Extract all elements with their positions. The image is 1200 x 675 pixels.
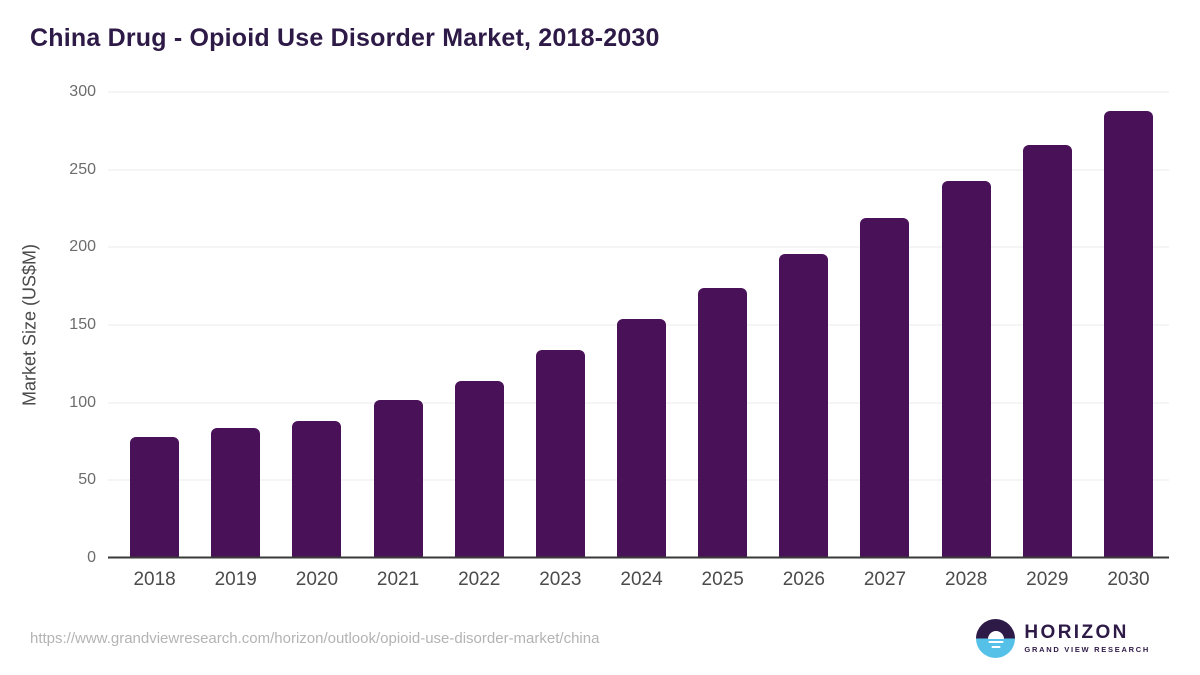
x-tick-label: 2022 [458, 569, 501, 590]
x-tick-label: 2018 [133, 569, 176, 590]
x-label-slot: 2024 [601, 569, 682, 591]
bar-2023[interactable] [535, 349, 585, 558]
x-axis-labels: 2018 2019 2020 2021 2022 2023 2024 2025 2026 2027… [108, 569, 1169, 591]
bar-2022[interactable] [454, 380, 504, 558]
x-label-slot: 2023 [520, 569, 601, 591]
x-tick-label: 2025 [701, 569, 744, 590]
y-tick-label: 100 [69, 393, 96, 411]
plot-area: 0 50 100 150 200 250 300 2018 2019 2020 2021 2022 2… [69, 83, 1169, 590]
x-label-slot: 2029 [1007, 569, 1088, 591]
y-tick-label: 150 [69, 316, 96, 333]
bar-2020[interactable] [292, 421, 342, 558]
bar-slot [1088, 92, 1169, 558]
bar-slot [357, 92, 438, 558]
bar-slot [439, 92, 520, 558]
bar-2025[interactable] [698, 287, 748, 558]
x-tick-label: 2026 [782, 569, 825, 590]
x-tick-label: 2021 [376, 569, 420, 590]
x-tick-label: 2020 [295, 569, 339, 590]
logo-brand-name: HORIZON [1024, 622, 1129, 644]
bar-2026[interactable] [779, 253, 829, 558]
bars-row [108, 92, 1169, 558]
bar-slot [276, 92, 357, 558]
y-tick-label: 0 [87, 549, 96, 566]
x-tick-label: 2027 [863, 569, 907, 590]
bar-slot [844, 92, 925, 558]
x-label-slot: 2020 [276, 569, 357, 591]
bar-slot [195, 92, 276, 558]
bar-slot [520, 92, 601, 558]
bar-2027[interactable] [860, 217, 910, 558]
bar-2028[interactable] [941, 180, 991, 558]
gridline [108, 169, 1169, 171]
x-label-slot: 2021 [357, 569, 438, 591]
x-tick-label: 2030 [1107, 569, 1150, 590]
x-tick-label: 2029 [1026, 569, 1069, 590]
source-url: https://www.grandviewresearch.com/horizo… [30, 630, 600, 647]
x-label-slot: 2022 [439, 569, 520, 591]
y-tick-label: 250 [69, 160, 96, 178]
bar-2019[interactable] [211, 427, 261, 558]
gridline [108, 91, 1169, 93]
gridline [108, 246, 1169, 248]
bar-slot [926, 92, 1007, 558]
x-tick-label: 2024 [620, 569, 663, 590]
x-label-slot: 2019 [195, 569, 276, 591]
y-tick-label: 300 [69, 83, 96, 100]
bar-slot [601, 92, 682, 558]
x-tick-label: 2028 [945, 569, 988, 590]
logo-brand-subtitle: GRAND VIEW RESEARCH [1024, 644, 1150, 654]
x-label-slot: 2018 [114, 569, 195, 591]
x-label-slot: 2028 [926, 569, 1007, 591]
x-label-slot: 2030 [1088, 569, 1169, 591]
water-ripple-icon [991, 646, 1001, 648]
x-axis-line [108, 556, 1169, 559]
y-tick-label: 200 [69, 238, 96, 256]
bar-2018[interactable] [130, 436, 180, 558]
x-tick-label: 2019 [214, 569, 257, 590]
bar-2030[interactable] [1103, 110, 1153, 558]
x-label-slot: 2027 [844, 569, 925, 591]
bar-2024[interactable] [617, 318, 667, 558]
logo-text: HORIZON GRAND VIEW RESEARCH [1024, 623, 1150, 654]
chart-title: China Drug - Opioid Use Disorder Market,… [30, 24, 660, 52]
y-axis-title: Market Size (US$M) [19, 243, 40, 407]
x-label-slot: 2026 [763, 569, 844, 591]
bar-2021[interactable] [373, 399, 423, 558]
bar-slot [1007, 92, 1088, 558]
bar-slot [763, 92, 844, 558]
x-label-slot: 2025 [682, 569, 763, 591]
x-tick-label: 2023 [539, 569, 582, 590]
bar-slot [114, 92, 195, 558]
sun-icon [987, 630, 1004, 639]
water-ripple-icon [988, 640, 1004, 643]
bar-2029[interactable] [1022, 144, 1072, 558]
bar-slot [682, 92, 763, 558]
horizon-sun-over-water-icon [976, 619, 1016, 658]
y-tick-label: 50 [78, 471, 96, 489]
brand-logo: HORIZON GRAND VIEW RESEARCH [976, 619, 1150, 658]
